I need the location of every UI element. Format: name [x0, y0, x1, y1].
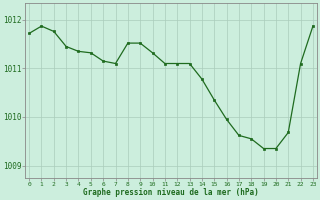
X-axis label: Graphe pression niveau de la mer (hPa): Graphe pression niveau de la mer (hPa) [83, 188, 259, 197]
